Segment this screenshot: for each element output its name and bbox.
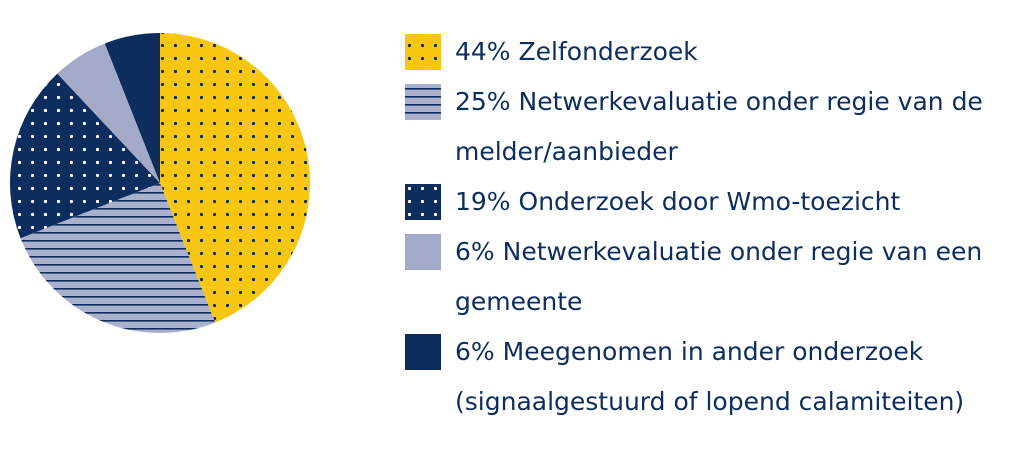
legend-item: 6% Netwerkevaluatie onder regie van een … — [455, 227, 1000, 327]
legend-value: 6% — [455, 237, 495, 266]
pie-slice — [160, 33, 311, 323]
pie-slice — [9, 73, 160, 239]
legend-swatch — [405, 184, 441, 220]
legend-label: Netwerkevaluatie onder regie van de meld… — [455, 87, 983, 166]
legend-label: Zelfonderzoek — [518, 37, 698, 66]
pie-slice — [20, 183, 216, 333]
legend-value: 19% — [455, 187, 511, 216]
legend-value: 25% — [455, 87, 511, 116]
legend-swatch — [405, 234, 441, 270]
legend: 44% Zelfonderzoek 25% Netwerkevaluatie on… — [455, 27, 1000, 427]
legend-item: 25% Netwerkevaluatie onder regie van de … — [455, 77, 1000, 177]
legend-item: 44% Zelfonderzoek — [455, 27, 1000, 77]
legend-label: Onderzoek door Wmo-toezicht — [518, 187, 901, 216]
legend-label: Meegenomen in ander onderzoek (signaalge… — [455, 337, 965, 416]
legend-value: 6% — [455, 337, 495, 366]
legend-swatch — [405, 334, 441, 370]
legend-swatch — [405, 34, 441, 70]
legend-item: 19% Onderzoek door Wmo-toezicht — [455, 177, 1000, 227]
legend-item: 6% Meegenomen in ander onderzoek (signaa… — [455, 327, 1000, 427]
legend-value: 44% — [455, 37, 511, 66]
pie-slice — [104, 33, 160, 183]
pie-slice — [57, 43, 161, 184]
legend-label: Netwerkevaluatie onder regie van een gem… — [455, 237, 983, 316]
legend-swatch — [405, 84, 441, 120]
